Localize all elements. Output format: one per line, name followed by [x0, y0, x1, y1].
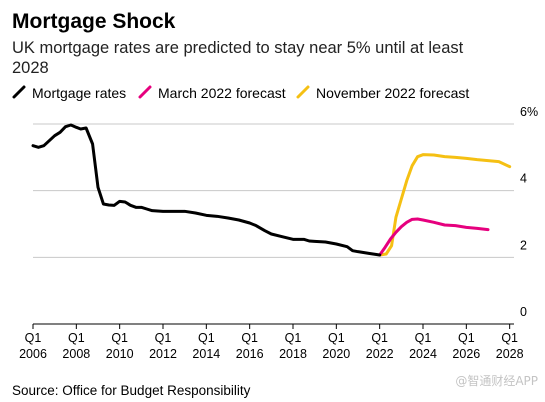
- gridlines: [33, 123, 514, 258]
- x-axis: Q1 2006 Q1 2008 Q1 2010 Q1 2012 Q1 2014 Q1 2016 Q1 20…: [19, 323, 524, 361]
- x-tick-year-label: 2010: [106, 347, 134, 361]
- x-tick-quarter-label: Q1: [111, 331, 128, 345]
- series-line-0: [31, 123, 382, 257]
- x-tick-quarter-label: Q1: [155, 331, 172, 345]
- y-axis: 6% 4 2 0: [520, 105, 538, 319]
- x-tick-year-label: 2024: [409, 347, 437, 361]
- x-tick-year-label: 2022: [366, 347, 394, 361]
- y-tick-label: 6%: [520, 105, 538, 119]
- x-tick-quarter-label: Q1: [68, 331, 85, 345]
- series-lines: [31, 123, 512, 257]
- source-note: Source: Office for Budget Responsibility: [12, 383, 251, 398]
- chart-title: Mortgage Shock: [12, 10, 176, 33]
- x-tick-year-label: 2006: [19, 347, 47, 361]
- legend: Mortgage rates March 2022 forecast Novembe…: [12, 85, 469, 101]
- legend-swatch-2: [296, 85, 310, 99]
- legend-swatch-1: [138, 85, 152, 99]
- y-tick-label: 0: [520, 305, 527, 319]
- x-tick-year-label: 2026: [452, 347, 480, 361]
- x-tick-quarter-label: Q1: [328, 331, 345, 345]
- x-tick-quarter-label: Q1: [285, 331, 302, 345]
- x-tick-quarter-label: Q1: [25, 331, 42, 345]
- x-tick-year-label: 2008: [62, 347, 90, 361]
- x-tick-year-label: 2028: [496, 347, 524, 361]
- x-tick-year-label: 2018: [279, 347, 307, 361]
- watermark: @智通财经APP: [455, 373, 538, 388]
- y-tick-label: 4: [520, 172, 527, 186]
- x-tick-year-label: 2016: [236, 347, 264, 361]
- x-tick-quarter-label: Q1: [415, 331, 432, 345]
- x-tick-year-label: 2020: [322, 347, 350, 361]
- x-tick-year-label: 2012: [149, 347, 177, 361]
- series-line-2: [378, 153, 512, 257]
- legend-swatch-0: [12, 85, 26, 99]
- legend-label-2: November 2022 forecast: [316, 85, 469, 101]
- x-tick-quarter-label: Q1: [241, 331, 258, 345]
- y-tick-label: 2: [520, 238, 527, 252]
- chart-subtitle-line-2: 2028: [12, 59, 49, 77]
- x-tick-quarter-label: Q1: [501, 331, 518, 345]
- x-tick-quarter-label: Q1: [458, 331, 475, 345]
- chart-subtitle-line-1: UK mortgage rates are predicted to stay …: [12, 39, 464, 57]
- x-tick-quarter-label: Q1: [198, 331, 215, 345]
- legend-label-0: Mortgage rates: [32, 85, 126, 101]
- legend-label-1: March 2022 forecast: [158, 85, 286, 101]
- series-line-1: [378, 217, 490, 257]
- x-tick-year-label: 2014: [192, 347, 220, 361]
- x-tick-quarter-label: Q1: [371, 331, 388, 345]
